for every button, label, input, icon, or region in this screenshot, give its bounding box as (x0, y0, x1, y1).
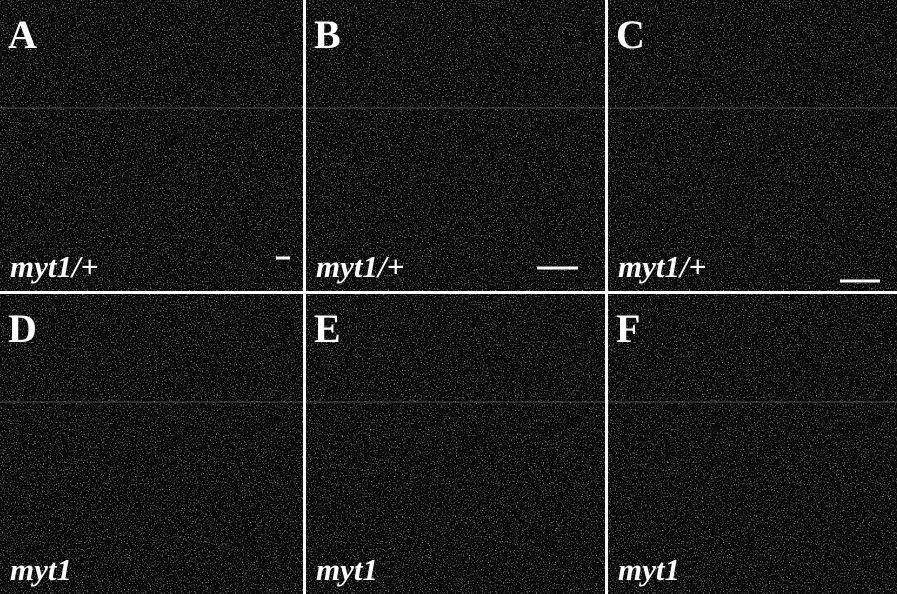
panel-noise (306, 0, 605, 291)
panel-noise (0, 0, 303, 291)
genotype-label: myt1/+ (618, 249, 706, 284)
panel-letter: A (8, 12, 37, 57)
panel-letter: B (314, 12, 341, 57)
panel-letter: C (616, 12, 645, 57)
panel-letter: F (616, 306, 640, 351)
panel-letter: D (8, 306, 37, 351)
panel-noise (608, 0, 897, 291)
genotype-label: myt1 (10, 552, 72, 587)
panel-noise (608, 294, 897, 594)
genotype-label: myt1 (316, 552, 378, 587)
genotype-label: myt1/+ (10, 249, 98, 284)
panel-noise (0, 294, 303, 594)
panel-letter: E (314, 306, 341, 351)
panel-noise (306, 294, 605, 594)
genotype-label: myt1 (618, 552, 680, 587)
genotype-label: myt1/+ (316, 249, 404, 284)
